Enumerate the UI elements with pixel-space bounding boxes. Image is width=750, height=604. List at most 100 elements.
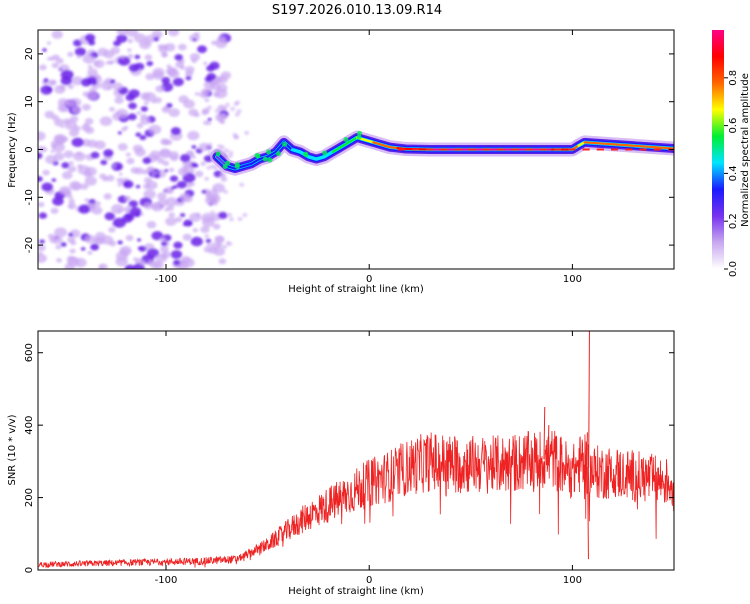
noise-blob (66, 100, 76, 108)
noise-blob (185, 66, 195, 73)
noise-blob (214, 236, 224, 244)
noise-blob (144, 102, 149, 106)
noise-blob (171, 127, 181, 135)
snr-x-tick-label: 100 (563, 575, 582, 586)
ridge-blob (216, 151, 221, 156)
noise-blob (206, 166, 211, 170)
noise-blob (45, 155, 57, 164)
noise-blob (119, 172, 123, 175)
noise-blob (60, 125, 64, 128)
noise-blob (160, 246, 169, 253)
noise-blob (175, 61, 184, 68)
noise-blob (41, 183, 53, 192)
noise-blob (205, 76, 213, 82)
snr-x-tick-label: -100 (155, 575, 178, 586)
noise-blob (124, 207, 131, 213)
noise-blob (135, 133, 140, 137)
noise-blob (225, 103, 230, 107)
ridge-blob (303, 152, 308, 157)
noise-blob (117, 240, 122, 244)
snr-x-label: Height of straight line (km) (288, 586, 424, 597)
ridge-blob (263, 157, 268, 162)
noise-blob (171, 250, 182, 259)
noise-blob (140, 135, 147, 140)
noise-blob (127, 48, 131, 51)
noise-blob (165, 197, 177, 207)
noise-blob (217, 243, 223, 248)
noise-blob (52, 63, 59, 68)
noise-blob (204, 234, 209, 238)
noise-blob (206, 65, 215, 72)
noise-blob (242, 213, 247, 217)
noise-blob (227, 213, 232, 217)
noise-blob (123, 180, 134, 188)
noise-blob (59, 186, 71, 195)
noise-blob (215, 109, 220, 113)
noise-blob (165, 217, 176, 226)
ridge-blob (223, 164, 228, 169)
noise-blob (106, 175, 114, 182)
noise-blob (228, 154, 233, 158)
noise-blob (49, 56, 55, 61)
noise-blob (175, 217, 182, 223)
spectrogram-x-tick-label: 100 (563, 274, 582, 285)
noise-blob (221, 71, 231, 79)
noise-blob (43, 78, 48, 82)
noise-blob (230, 107, 235, 111)
noise-blob (90, 244, 99, 251)
noise-blob (220, 120, 225, 124)
noise-blob (173, 185, 178, 189)
noise-blob (116, 109, 129, 119)
noise-blob (183, 99, 195, 108)
noise-blob (153, 71, 164, 80)
noise-blob (71, 183, 81, 191)
noise-blob (215, 39, 227, 48)
noise-blob (134, 212, 140, 217)
noise-blob (72, 106, 82, 114)
noise-blob (118, 131, 122, 134)
noise-blob (52, 30, 63, 39)
noise-blob (217, 84, 228, 92)
noise-blob (151, 202, 163, 211)
noise-blob (128, 102, 137, 109)
noise-blob (203, 121, 209, 126)
colorbar-tick-label: 0.8 (728, 70, 739, 86)
snr-y-label: SNR (10 * v/v) (7, 414, 18, 485)
noise-blob (38, 202, 45, 207)
snr-y-tick-label: 0 (24, 567, 35, 573)
noise-blob (223, 245, 228, 249)
noise-blob (136, 185, 141, 189)
noise-blob (180, 154, 191, 162)
noise-blob (92, 81, 97, 85)
noise-blob (109, 107, 115, 112)
noise-blob (159, 149, 172, 159)
spectrogram-y-tick-label: 20 (24, 48, 35, 61)
noise-blob (140, 114, 147, 120)
noise-blob (207, 243, 212, 247)
spectrogram-y-tick-label: 10 (24, 95, 35, 108)
noise-blob (35, 176, 42, 182)
noise-blob (141, 106, 148, 112)
noise-blob (221, 177, 227, 182)
noise-blob (61, 70, 74, 80)
noise-blob (127, 39, 133, 43)
noise-blob (192, 155, 196, 158)
figure-title: S197.2026.010.13.09.R14 (272, 3, 442, 18)
noise-blob (168, 28, 179, 36)
noise-blob (47, 41, 51, 44)
noise-blob (38, 146, 45, 151)
noise-blob (100, 116, 112, 126)
colorbar: 0.00.20.40.60.8 Normalized spectral ampl… (712, 30, 750, 277)
noise-blob (204, 177, 209, 181)
noise-blob (180, 213, 185, 217)
noise-blob (114, 97, 123, 104)
noise-blob (52, 236, 63, 244)
noise-blob (133, 258, 137, 261)
noise-blob (85, 235, 96, 244)
noise-blob (103, 149, 113, 157)
noise-blob (81, 247, 86, 251)
noise-blob (223, 190, 228, 194)
noise-blob (234, 102, 239, 106)
noise-blob (128, 113, 137, 120)
